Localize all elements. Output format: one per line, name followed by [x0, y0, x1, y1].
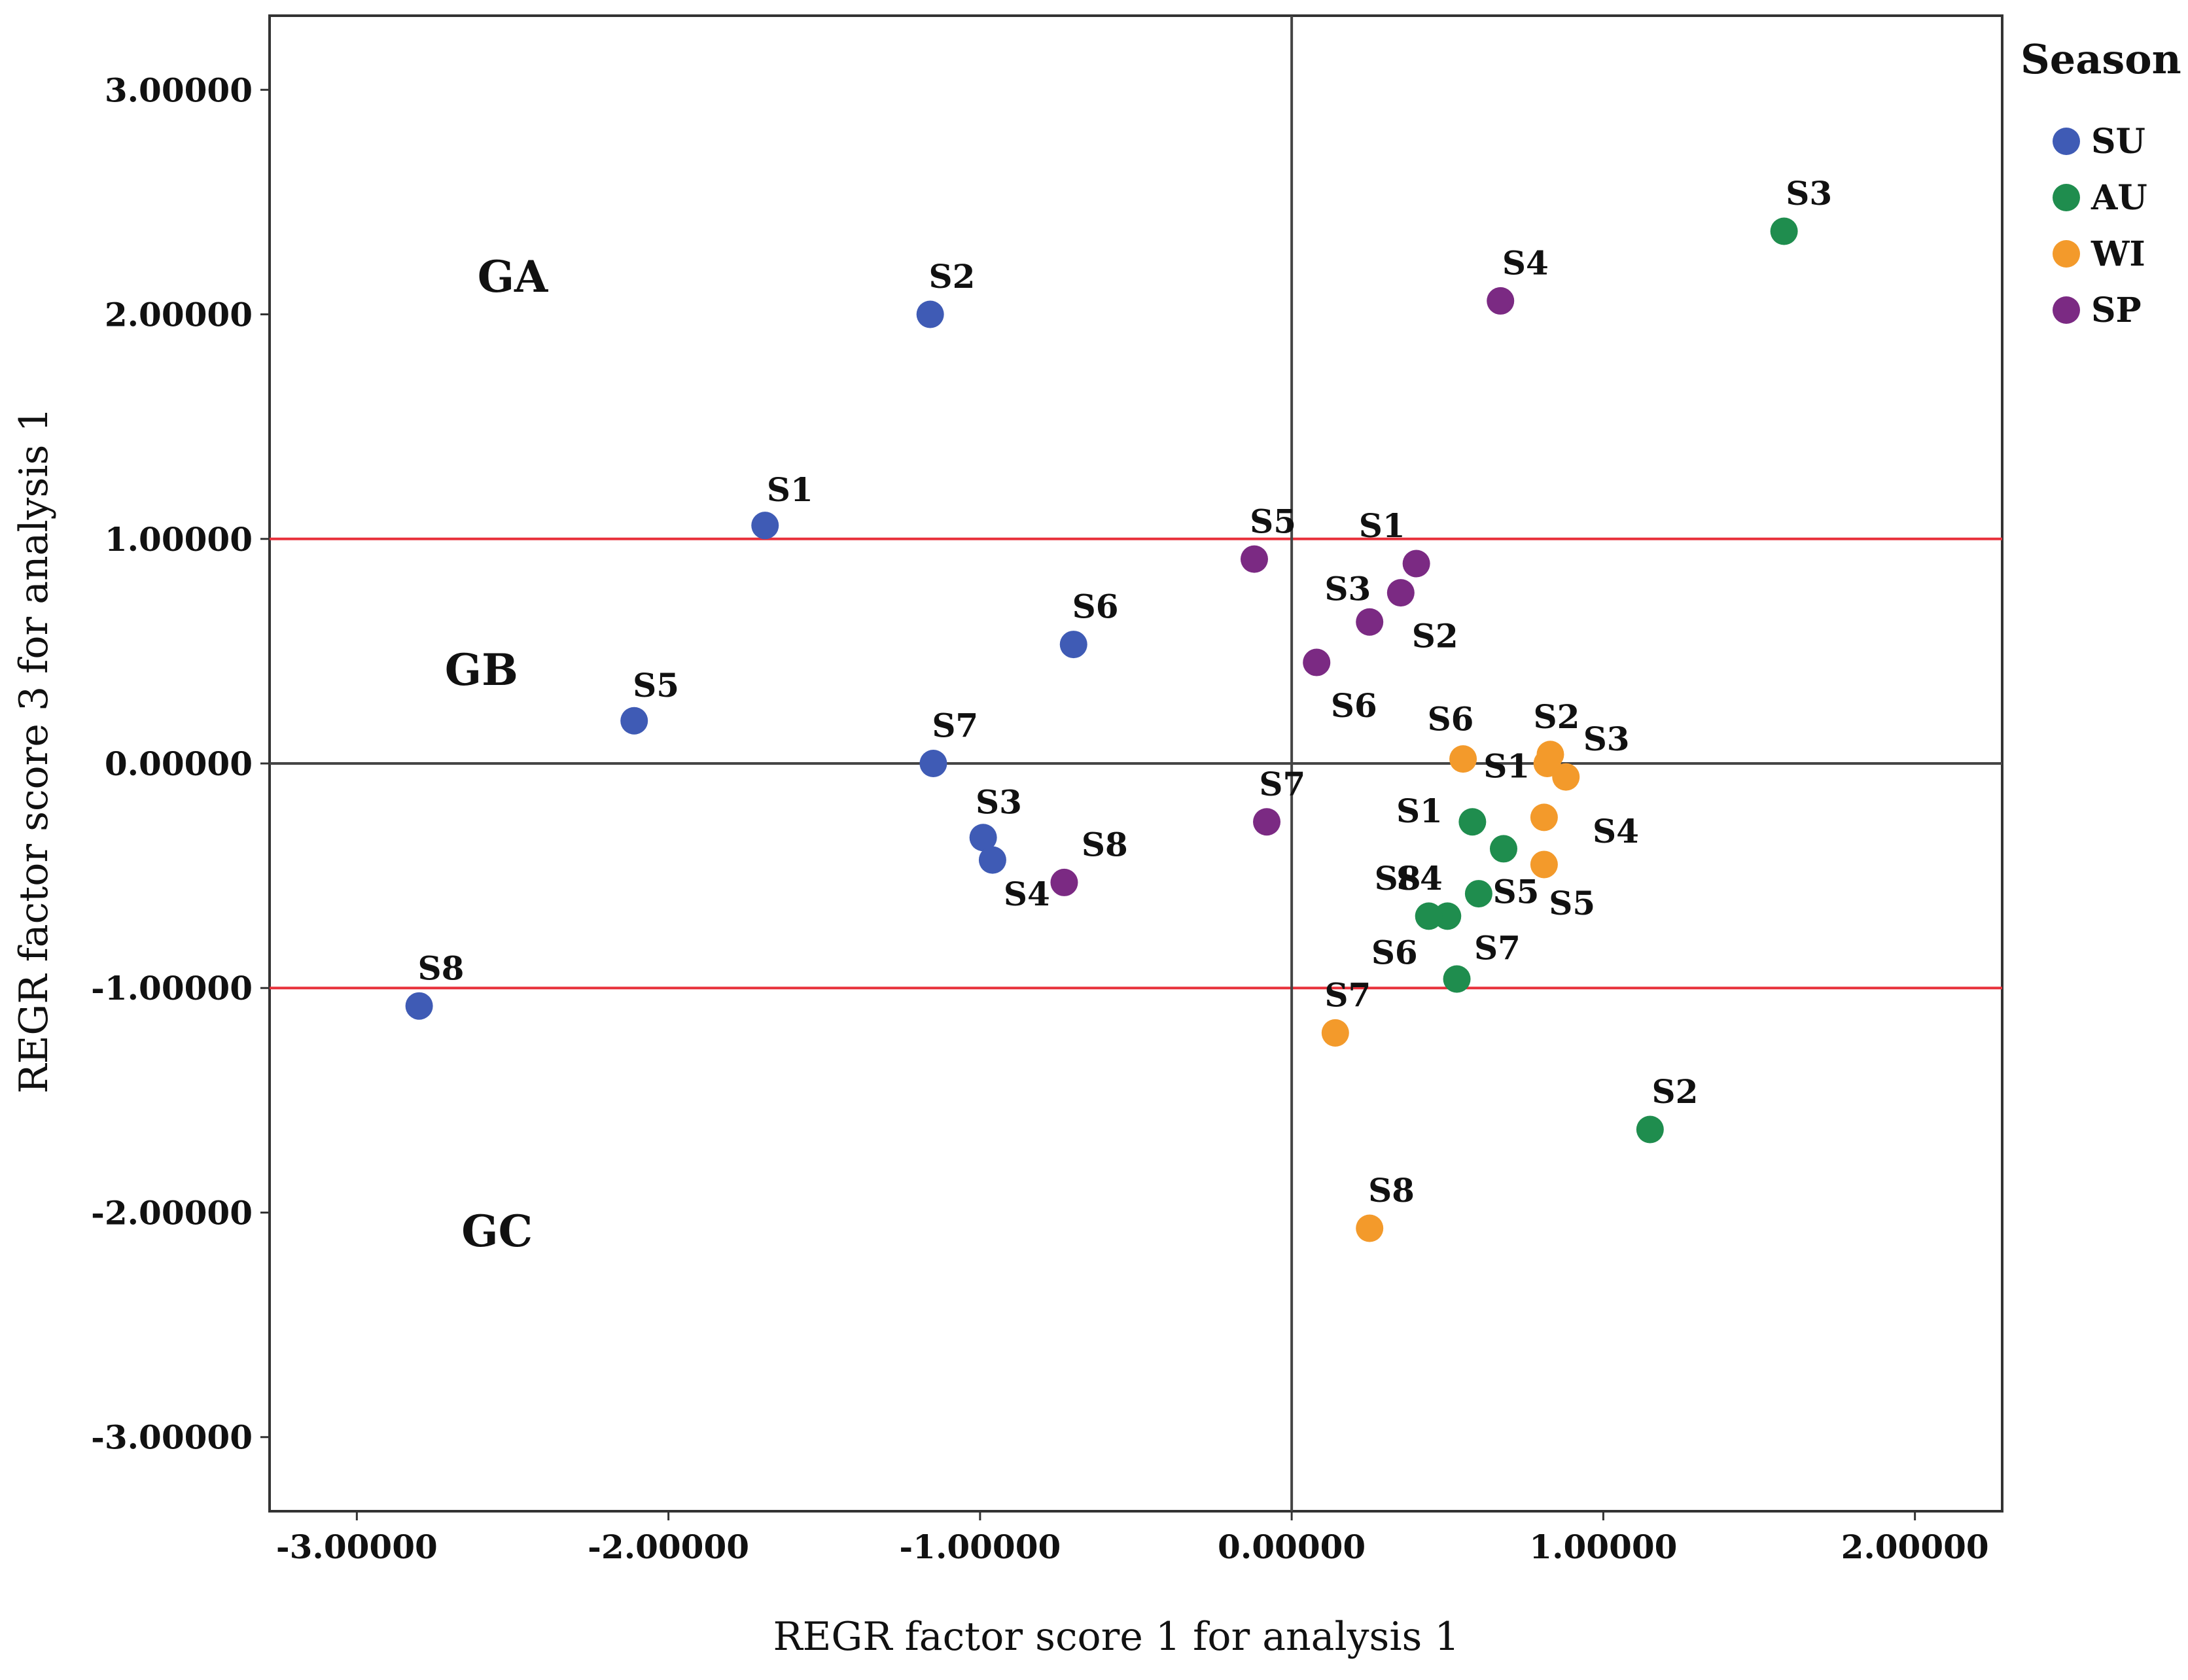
point-su-s5 — [620, 707, 648, 735]
x-tick-label: -1.00000 — [899, 1528, 1061, 1566]
point-su-s4 — [978, 846, 1006, 874]
y-tick-label: 1.00000 — [105, 520, 253, 559]
point-label-sp-s6: S6 — [1331, 686, 1377, 725]
x-tick-label: -3.00000 — [276, 1528, 438, 1566]
point-sp-s6 — [1303, 648, 1331, 676]
point-label-sp-s3: S3 — [1324, 569, 1371, 608]
point-label-su-s8: S8 — [417, 949, 464, 987]
point-label-sp-s7: S7 — [1259, 765, 1305, 803]
legend-label-sp: SP — [2091, 290, 2142, 330]
point-label-su-s1: S1 — [767, 470, 813, 509]
legend-marker-sp — [2053, 296, 2080, 324]
point-sp-s1 — [1402, 550, 1430, 578]
y-tick-label: 3.00000 — [105, 71, 253, 109]
point-label-au-s6: S6 — [1371, 933, 1418, 971]
point-label-sp-s1: S1 — [1359, 506, 1405, 545]
point-label-au-s7: S7 — [1474, 928, 1521, 967]
legend-marker-su — [2053, 128, 2080, 155]
region-label-gb: GB — [445, 644, 518, 695]
point-label-wi-s1: S1 — [1483, 746, 1530, 785]
point-label-wi-s7: S7 — [1324, 976, 1371, 1015]
point-label-au-s5: S5 — [1493, 873, 1540, 911]
point-label-sp-s4: S4 — [1502, 244, 1549, 283]
y-tick-label: 2.00000 — [105, 296, 253, 334]
point-au-s8 — [1415, 902, 1443, 930]
point-label-wi-s4: S4 — [1593, 812, 1639, 850]
axes: 3.00000 2.00000 1.00000 0.00000 -1.00000 -2.0… — [11, 71, 1989, 1660]
point-wi-s5 — [1530, 850, 1558, 879]
point-su-s7 — [919, 750, 947, 777]
point-label-wi-s5: S5 — [1549, 884, 1595, 922]
point-label-wi-s6: S6 — [1428, 699, 1474, 738]
point-wi-s1 — [1449, 745, 1477, 773]
x-tick-label: 0.00000 — [1218, 1528, 1366, 1566]
point-label-au-s3: S3 — [1786, 174, 1832, 213]
y-tick-label: -3.00000 — [91, 1418, 253, 1457]
legend: Season SU AU WI SP — [2020, 35, 2181, 330]
point-wi-s4 — [1530, 803, 1558, 831]
point-au-s1 — [1458, 808, 1487, 836]
point-label-sp-s2: S2 — [1412, 616, 1458, 655]
legend-title: Season — [2020, 35, 2181, 83]
point-au-s5 — [1464, 880, 1492, 908]
point-label-au-s8: S8 — [1375, 859, 1421, 898]
point-su-s1 — [751, 512, 779, 540]
point-wi-s8 — [1356, 1214, 1384, 1242]
y-axis-title: REGR factor score 3 for analysis 1 — [11, 407, 57, 1093]
point-label-au-s1: S1 — [1396, 792, 1443, 830]
y-tick-label: -1.00000 — [91, 969, 253, 1007]
point-label-su-s7: S7 — [932, 707, 978, 745]
y-tick-label: 0.00000 — [105, 744, 253, 783]
point-su-s8 — [405, 992, 433, 1020]
point-label-sp-s5: S5 — [1250, 502, 1296, 540]
point-label-au-s2: S2 — [1651, 1072, 1698, 1111]
point-label-su-s5: S5 — [633, 666, 679, 705]
point-au-s7 — [1489, 835, 1517, 863]
point-au-s6 — [1443, 965, 1471, 993]
point-label-su-s6: S6 — [1072, 587, 1119, 626]
legend-label-wi: WI — [2091, 234, 2145, 274]
point-su-s2 — [916, 300, 944, 328]
x-tick-label: 1.00000 — [1529, 1528, 1677, 1566]
x-tick-label: 2.00000 — [1841, 1528, 1989, 1566]
point-sp-s3 — [1386, 579, 1415, 607]
point-au-s3 — [1770, 217, 1798, 245]
y-tick-label: -2.00000 — [91, 1193, 253, 1232]
point-label-wi-s2: S2 — [1533, 697, 1579, 736]
point-wi-s7 — [1321, 1019, 1349, 1047]
point-label-su-s2: S2 — [929, 257, 976, 296]
x-axis-title: REGR factor score 1 for analysis 1 — [773, 1614, 1459, 1660]
region-label-ga: GA — [478, 251, 548, 302]
point-sp-s2 — [1356, 608, 1384, 636]
point-sp-s8 — [1050, 868, 1078, 896]
point-label-su-s4: S4 — [1004, 875, 1050, 913]
point-label-su-s3: S3 — [976, 782, 1022, 821]
point-sp-s4 — [1487, 287, 1515, 315]
point-label-wi-s3: S3 — [1583, 720, 1630, 758]
point-label-au-s4: S4 — [1396, 859, 1443, 898]
legend-label-au: AU — [2091, 178, 2147, 218]
point-label-wi-s8: S8 — [1368, 1171, 1415, 1210]
point-su-s3 — [969, 824, 997, 852]
legend-marker-wi — [2053, 240, 2080, 268]
x-tick-label: -2.00000 — [588, 1528, 749, 1566]
legend-marker-au — [2053, 184, 2080, 211]
point-wi-s6 — [1533, 750, 1561, 777]
point-sp-s7 — [1253, 808, 1281, 836]
point-label-sp-s8: S8 — [1082, 826, 1128, 864]
data-points — [405, 217, 1798, 1242]
point-au-s2 — [1636, 1115, 1664, 1144]
plot-area: GA GB GC — [268, 14, 2003, 1513]
legend-label-su: SU — [2091, 122, 2145, 162]
point-su-s6 — [1059, 631, 1087, 659]
region-label-gc: GC — [461, 1206, 533, 1257]
point-sp-s5 — [1240, 545, 1268, 573]
